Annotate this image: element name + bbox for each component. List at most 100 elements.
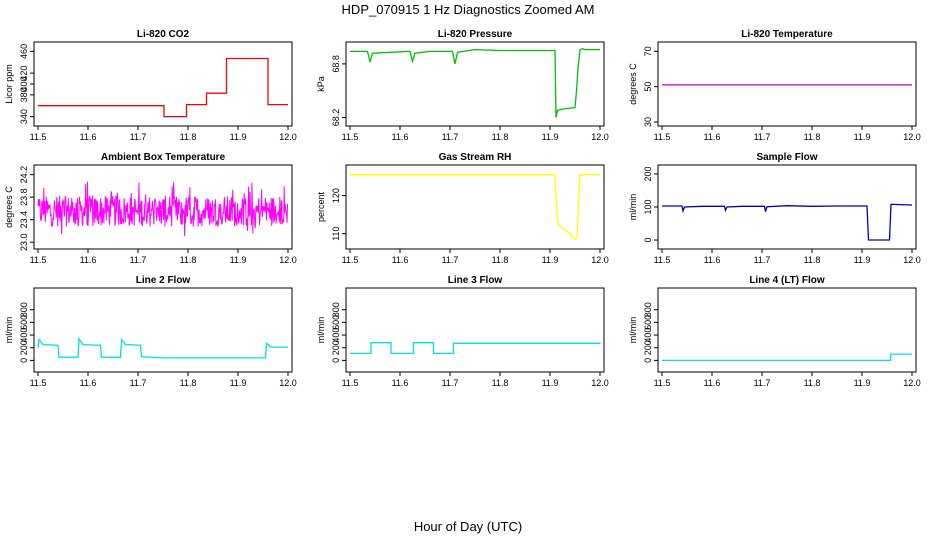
x-tick-label: 11.7: [130, 132, 147, 142]
series-line: [350, 48, 600, 118]
series-line: [350, 342, 601, 355]
y-tick-label: 400: [643, 328, 653, 343]
y-tick-label: 30: [643, 117, 653, 127]
y-tick-label: 0: [643, 238, 653, 243]
panel-title: Line 4 (LT) Flow: [749, 275, 825, 286]
panel-grid: Li-820 CO2 11.5 11.6 11.7 11.8 11.9 12.0 340 380…: [4, 29, 921, 388]
y-tick-label: 23.0: [19, 233, 29, 251]
x-tick-label: 11.7: [442, 378, 459, 388]
y-tick-label: 400: [19, 76, 29, 91]
x-tick-label: 11.8: [804, 255, 821, 265]
panel-title: Gas Stream RH: [439, 152, 512, 163]
x-tick-label: 11.9: [542, 378, 559, 388]
x-tick-label: 11.6: [392, 255, 409, 265]
x-tick-label: 11.8: [804, 378, 821, 388]
panel-5: Gas Stream RH 11.5 11.6 11.7 11.8 11.9 12.0 110…: [316, 152, 609, 265]
series-line: [38, 57, 288, 118]
x-tick-label: 11.9: [854, 255, 871, 265]
x-tick-label: 12.0: [903, 255, 921, 265]
figure-title: HDP_070915 1 Hz Diagnostics Zoomed AM: [342, 2, 595, 17]
x-tick-label: 11.9: [230, 132, 247, 142]
x-tick-label: 11.7: [754, 378, 771, 388]
x-tick-label: 11.5: [30, 255, 47, 265]
panel-4: Ambient Box Temperature 11.5 11.6 11.7 11.8 1…: [4, 152, 297, 265]
series-line: [662, 203, 913, 241]
panel-6: Sample Flow 11.5 11.6 11.7 11.8 11.9 12.0 0 100 2…: [628, 152, 921, 265]
y-tick-label: 0: [643, 358, 653, 363]
x-tick-label: 11.6: [704, 132, 721, 142]
y-tick-label: 800: [19, 302, 29, 317]
x-tick-label: 12.0: [903, 378, 921, 388]
y-tick-label: 23.4: [19, 211, 29, 229]
x-tick-label: 11.5: [30, 132, 47, 142]
y-tick-label: 110: [331, 226, 341, 240]
plot-frame: [33, 41, 293, 127]
x-tick-label: 12.0: [279, 378, 297, 388]
y-tick-label: 800: [331, 302, 341, 317]
panel-title: Line 2 Flow: [136, 275, 191, 286]
x-tick-label: 11.7: [130, 255, 147, 265]
panel-title: Li-820 CO2: [137, 29, 190, 40]
x-tick-label: 11.5: [342, 132, 359, 142]
x-tick-label: 11.5: [342, 255, 359, 265]
plot-frame: [657, 287, 917, 373]
y-tick-label: 50: [643, 82, 653, 92]
x-tick-label: 11.8: [492, 132, 509, 142]
panel-1: Li-820 CO2 11.5 11.6 11.7 11.8 11.9 12.0 340 380…: [4, 29, 297, 142]
x-tick-label: 11.6: [704, 378, 721, 388]
series-line: [37, 181, 289, 237]
y-tick-label: 600: [19, 315, 29, 330]
x-tick-label: 11.9: [854, 378, 871, 388]
panel-title: Ambient Box Temperature: [101, 152, 226, 163]
y-tick-label: 200: [331, 340, 341, 355]
x-tick-label: 12.0: [591, 378, 609, 388]
series-line: [350, 174, 600, 241]
y-tick-label: 340: [19, 109, 29, 124]
x-tick-label: 11.7: [130, 378, 147, 388]
y-tick-label: 400: [19, 328, 29, 343]
y-tick-label: 460: [19, 44, 29, 59]
x-tick-label: 11.6: [392, 132, 409, 142]
y-axis-label: percent: [316, 191, 326, 222]
y-tick-label: 400: [331, 328, 341, 343]
panel-3: Li-820 Temperature 11.5 11.6 11.7 11.8 11.9 12…: [628, 29, 921, 142]
plot-frame: [33, 287, 293, 373]
x-tick-label: 12.0: [279, 255, 297, 265]
panel-title: Line 3 Flow: [448, 275, 503, 286]
x-tick-label: 11.7: [442, 132, 459, 142]
y-tick-label: 800: [643, 302, 653, 317]
y-tick-label: 0: [19, 358, 29, 363]
panel-title: Sample Flow: [756, 152, 817, 163]
x-tick-label: 11.6: [80, 378, 97, 388]
y-tick-label: 380: [19, 87, 29, 102]
y-axis-label: ml/min: [628, 194, 638, 221]
x-tick-label: 11.7: [754, 255, 771, 265]
x-tick-label: 11.5: [654, 378, 671, 388]
x-tick-label: 11.5: [30, 378, 47, 388]
x-tick-label: 11.9: [230, 255, 247, 265]
panel-title: Li-820 Temperature: [741, 29, 833, 40]
y-tick-label: 600: [331, 315, 341, 330]
plot-frame: [345, 287, 605, 373]
x-tick-label: 11.8: [492, 378, 509, 388]
x-tick-label: 11.7: [442, 255, 459, 265]
y-axis-label: ml/min: [628, 317, 638, 344]
y-axis-label: ml/min: [316, 317, 326, 344]
y-axis-label: degrees C: [4, 186, 14, 228]
x-tick-label: 11.8: [180, 132, 197, 142]
panel-7: Line 2 Flow 11.5 11.6 11.7 11.8 11.9 12.0 0 2004…: [4, 275, 297, 388]
x-tick-label: 11.5: [342, 378, 359, 388]
x-tick-label: 12.0: [591, 132, 609, 142]
plot-frame: [345, 164, 605, 250]
y-tick-label: 68.8: [331, 55, 341, 73]
y-tick-label: 120: [331, 188, 341, 203]
panel-8: Line 3 Flow 11.5 11.6 11.7 11.8 11.9 12.0 0 2004…: [316, 275, 609, 388]
y-axis-label: kPa: [316, 76, 326, 92]
x-tick-label: 11.6: [704, 255, 721, 265]
series-line: [37, 336, 288, 359]
figure-x-axis-label: Hour of Day (UTC): [414, 519, 522, 534]
plot-frame: [345, 41, 605, 127]
x-tick-label: 11.6: [80, 255, 97, 265]
y-tick-label: 68.2: [331, 109, 341, 127]
